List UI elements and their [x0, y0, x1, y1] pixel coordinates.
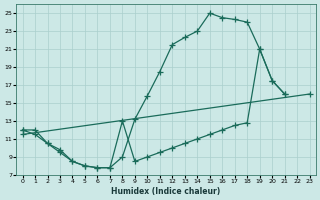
X-axis label: Humidex (Indice chaleur): Humidex (Indice chaleur) — [111, 187, 221, 196]
